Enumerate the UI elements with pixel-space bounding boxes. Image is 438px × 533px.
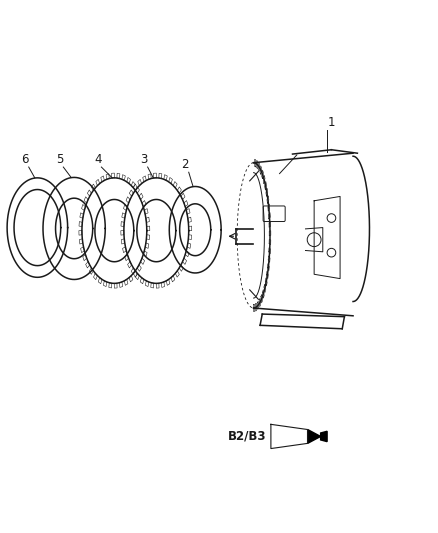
Text: 2: 2	[181, 158, 189, 171]
Text: B2/B3: B2/B3	[228, 430, 266, 443]
Text: 5: 5	[56, 153, 64, 166]
Polygon shape	[321, 431, 327, 442]
Text: 1: 1	[328, 116, 335, 129]
Text: 3: 3	[141, 153, 148, 166]
Text: 6: 6	[21, 153, 29, 166]
Text: 4: 4	[94, 153, 102, 166]
Polygon shape	[307, 430, 321, 443]
